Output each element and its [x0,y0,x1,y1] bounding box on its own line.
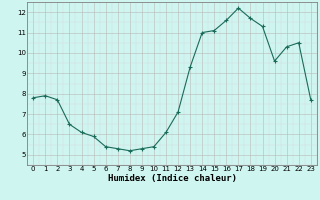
X-axis label: Humidex (Indice chaleur): Humidex (Indice chaleur) [108,174,236,183]
